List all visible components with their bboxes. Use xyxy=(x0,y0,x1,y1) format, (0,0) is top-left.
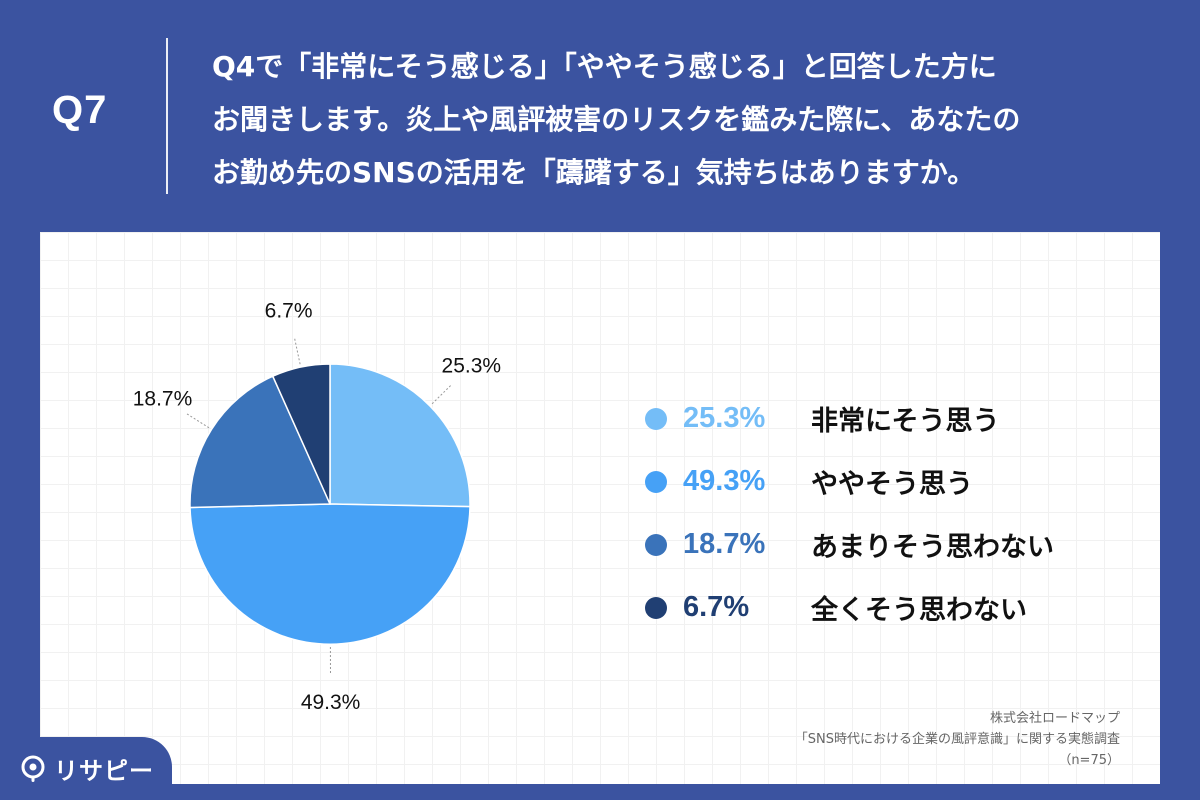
legend-item: 49.3% ややそう思う xyxy=(645,450,1125,513)
legend-item: 25.3% 非常にそう思う xyxy=(645,387,1125,450)
pie-slice xyxy=(189,503,471,645)
legend-item: 18.7% あまりそう思わない xyxy=(645,513,1125,576)
leader-line xyxy=(294,337,301,365)
source-note: 株式会社ロードマップ 「SNS時代における企業の風評意識」に関する実態調査 （n… xyxy=(795,708,1120,771)
brand-logo: リサピー xyxy=(0,737,172,800)
legend-percent: 18.7% xyxy=(683,528,766,560)
question-number: Q7 xyxy=(52,88,108,132)
question-line-2: お聞きします。炎上や風評被害のリスクを鑑みた際に、あなたの xyxy=(212,103,1021,136)
chart-legend: 25.3% 非常にそう思う 49.3% ややそう思う 18.7% あまりそう思わ… xyxy=(645,387,1125,639)
legend-dot xyxy=(645,470,667,493)
pin-icon xyxy=(21,755,45,782)
pie-slice xyxy=(189,375,332,509)
source-company: 株式会社ロードマップ xyxy=(989,711,1120,726)
question-line-3: お勤め先のSNSの活用を「躊躇する」気持ちはありますか。 xyxy=(212,156,976,189)
pie-slice xyxy=(271,363,331,505)
legend-label: ややそう思う xyxy=(811,469,973,500)
leader-line xyxy=(185,412,210,429)
legend-dot xyxy=(645,533,667,556)
legend-percent: 49.3% xyxy=(683,465,766,497)
logo-text: リサピー xyxy=(54,757,154,785)
header-divider xyxy=(166,38,168,194)
pie-slice xyxy=(329,363,471,508)
legend-label: あまりそう思わない xyxy=(811,532,1054,563)
slice-label: 6.7% xyxy=(265,299,313,322)
legend-percent: 6.7% xyxy=(683,591,750,623)
question-line-1: Q4で「非常にそう感じる」「ややそう感じる」と回答した方に xyxy=(212,50,997,83)
source-sample: （n=75） xyxy=(1058,753,1120,768)
chart-card: 25.3% 49.3% 18.7% 6.7% 25.3% 非常にそう思う 49.3% … xyxy=(40,232,1160,784)
slice-label: 25.3% xyxy=(442,354,502,377)
slice-label: 18.7% xyxy=(133,387,193,410)
question-header: Q7 Q4で「非常にそう感じる」「ややそう感じる」と回答した方に お聞きします。… xyxy=(0,0,1200,232)
legend-percent: 25.3% xyxy=(683,402,766,434)
legend-dot xyxy=(645,407,667,430)
leader-line xyxy=(431,384,452,405)
source-survey: 「SNS時代における企業の風評意識」に関する実態調査 xyxy=(794,732,1120,747)
legend-item: 6.7% 全くそう思わない xyxy=(645,576,1125,639)
legend-dot xyxy=(645,596,667,619)
question-text: Q4で「非常にそう感じる」「ややそう感じる」と回答した方に お聞きします。炎上や… xyxy=(212,40,1172,199)
pie-chart: 25.3% 49.3% 18.7% 6.7% xyxy=(133,299,502,714)
legend-label: 非常にそう思う xyxy=(811,406,1000,437)
slice-label: 49.3% xyxy=(301,691,361,714)
legend-label: 全くそう思わない xyxy=(811,595,1027,626)
